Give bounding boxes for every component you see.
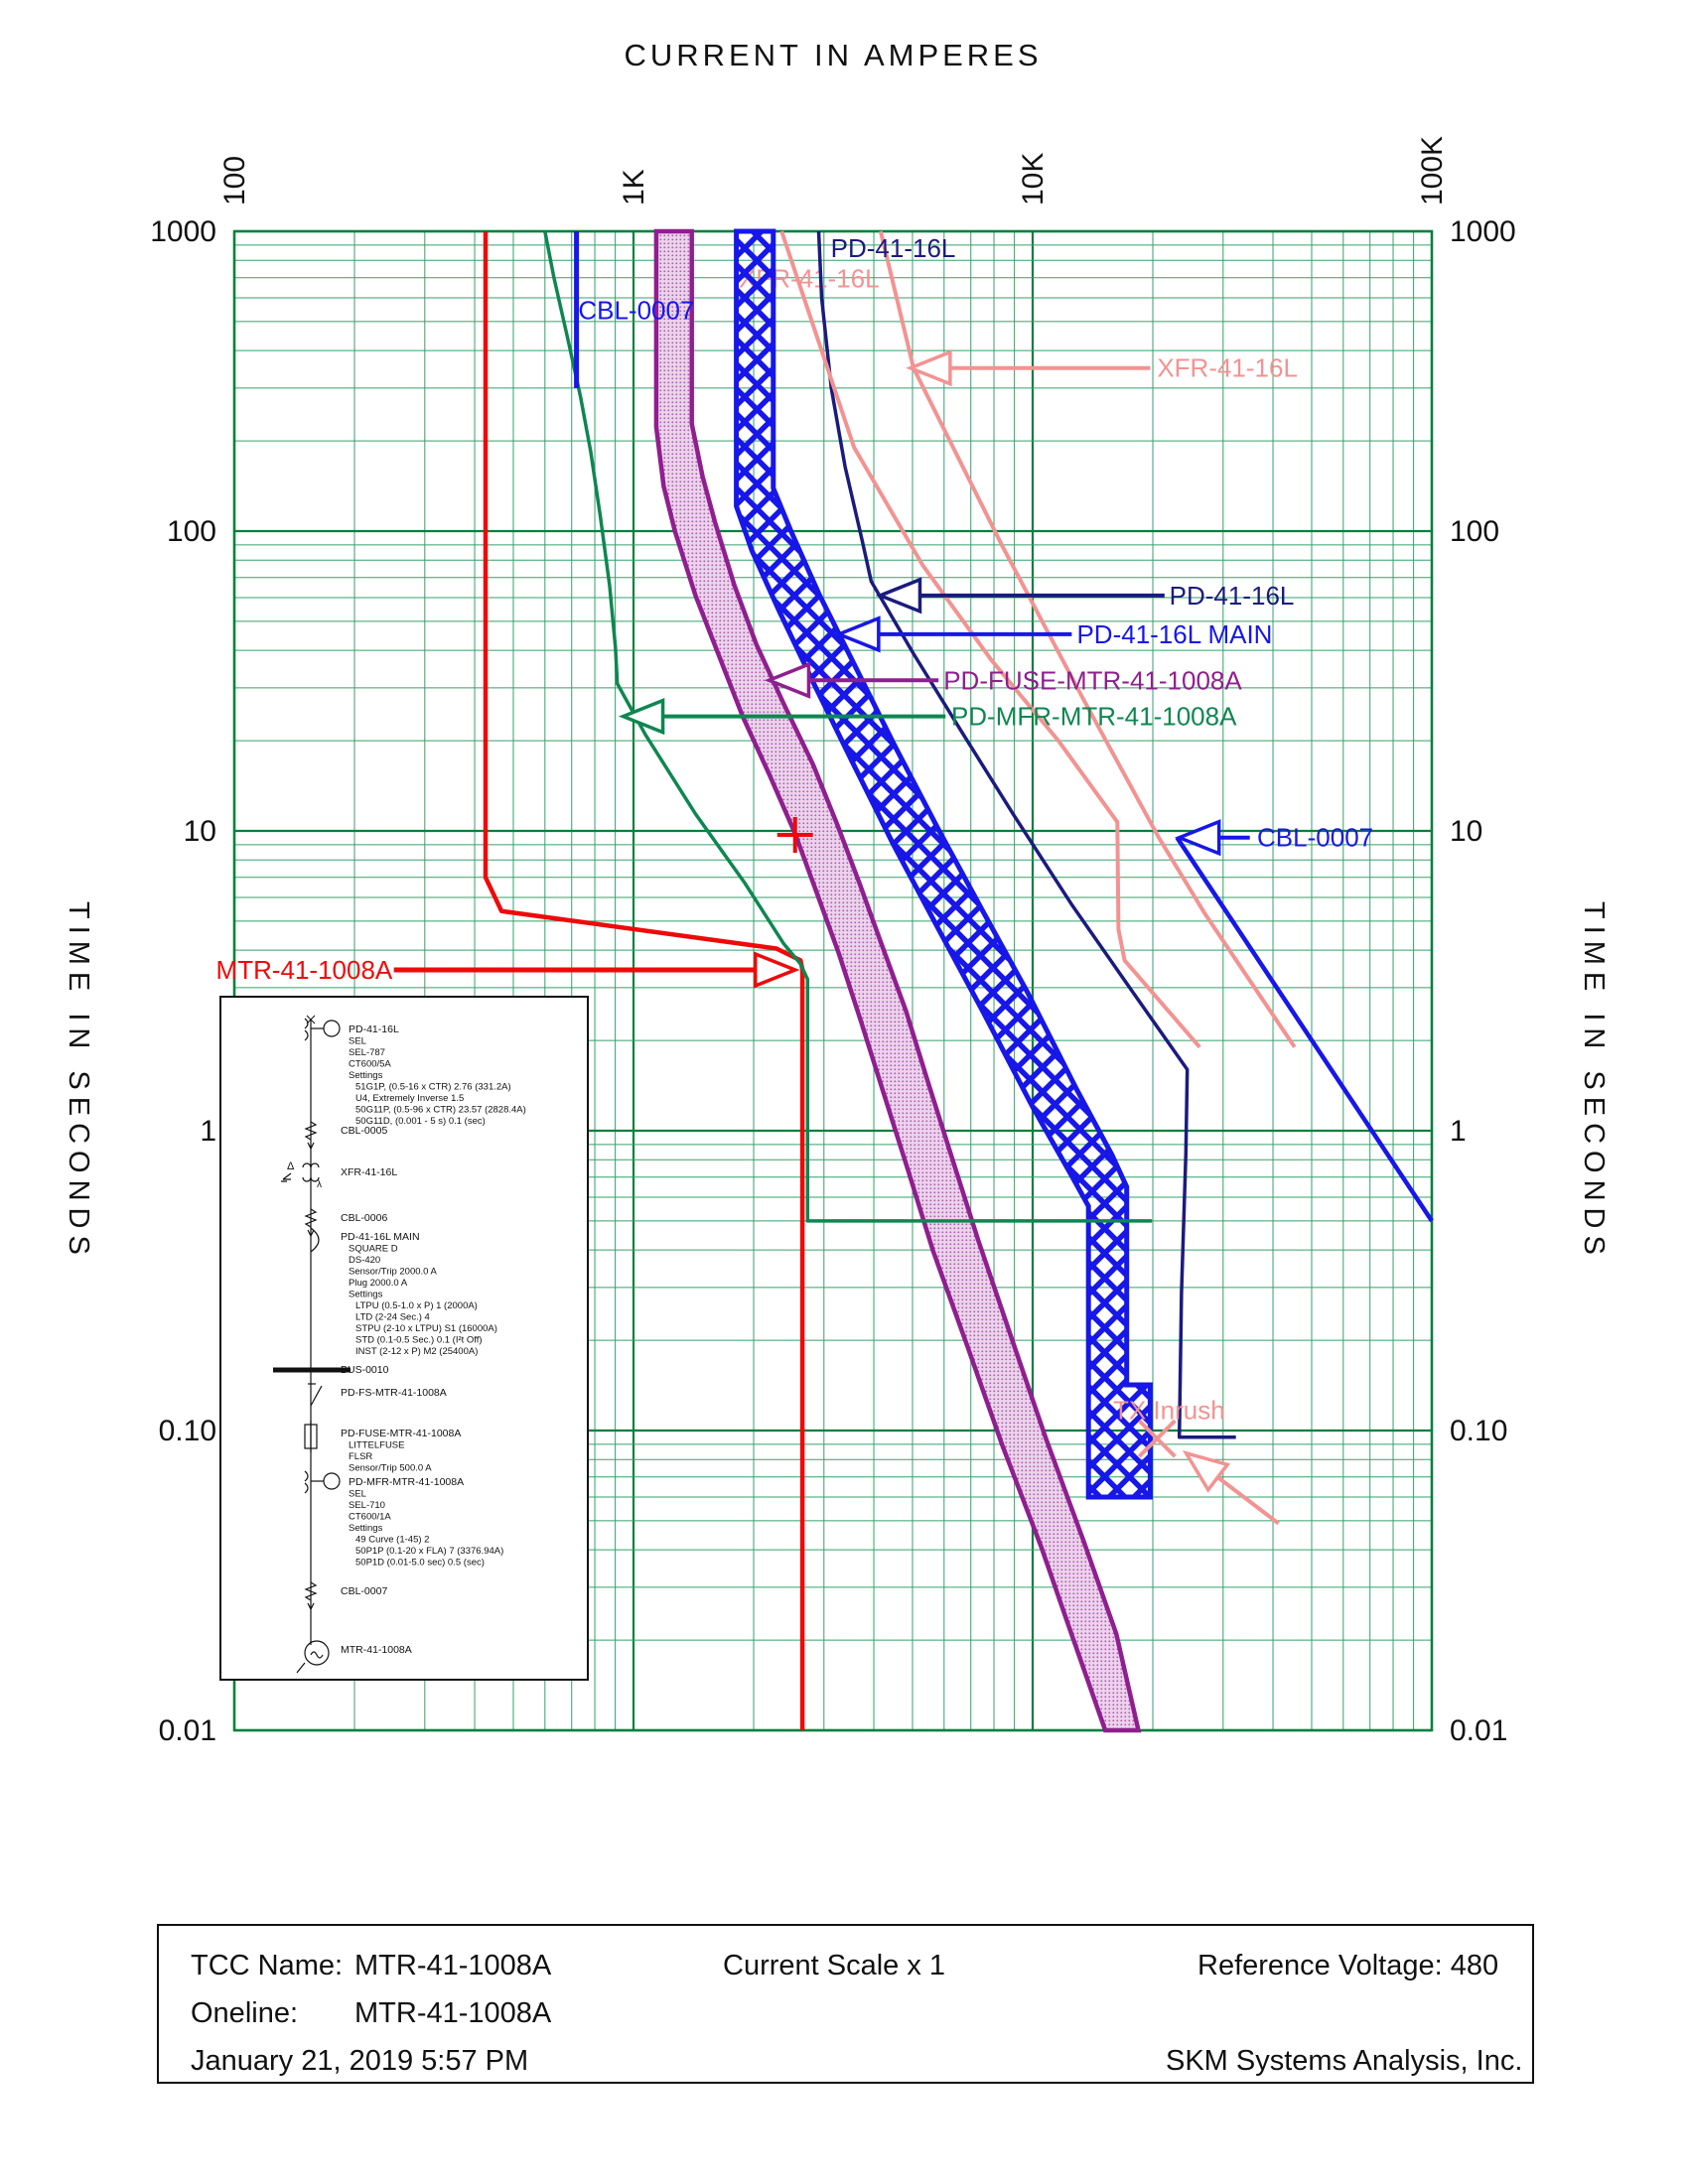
oneline-diagram: PD-41-16LSELSEL-787CT600/5ASettings51G1P…: [221, 998, 587, 1679]
inset-detail: Settings: [349, 1070, 383, 1081]
label-pd-41-16l-arrow: PD-41-16L: [1170, 581, 1295, 611]
label-pd-mfr-arrow: PD-MFR-MTR-41-1008A: [951, 702, 1237, 732]
inset-detail: 50G11P, (0.5-96 x CTR) 23.57 (2828.4A): [355, 1105, 526, 1116]
oneline-label: Oneline:: [191, 1997, 354, 2030]
inset-detail: SEL: [349, 1489, 366, 1500]
inset-detail: SEL: [349, 1036, 366, 1047]
svg-text:Δ: Δ: [287, 1160, 295, 1172]
inset-detail: Plug 2000.0 A: [349, 1278, 408, 1289]
inset-label: PD-FUSE-MTR-41-1008A: [341, 1428, 461, 1439]
label-mtr-arrow: MTR-41-1008A: [216, 955, 393, 985]
label-pd-fuse-arrow: PD-FUSE-MTR-41-1008A: [943, 665, 1242, 695]
label-xfr-41-16l-arrow: XFR-41-16L: [1157, 353, 1298, 383]
inset-label: BUS-0010: [341, 1364, 389, 1376]
inset-label: PD-41-16L MAIN: [341, 1231, 420, 1243]
y-tick-label-left: 1000: [150, 215, 216, 248]
label-cbl-0007-arrow: CBL-0007: [1257, 823, 1373, 853]
info-footer-box: TCC Name:MTR-41-1008A Oneline:MTR-41-100…: [157, 1924, 1534, 2084]
inset-detail: SEL-710: [349, 1500, 385, 1511]
datetime-text: January 21, 2019 5:57 PM: [191, 2045, 528, 2078]
x-tick-label: 100K: [1416, 136, 1449, 205]
inset-label: CBL-0005: [341, 1125, 387, 1137]
curve-PD-41-16L: [819, 231, 1236, 1437]
tcc-name-row: TCC Name:MTR-41-1008A: [191, 1950, 551, 1982]
svg-text:λ: λ: [317, 1179, 322, 1190]
inset-label: CBL-0007: [341, 1585, 387, 1597]
inset-label: PD-41-16L: [349, 1024, 399, 1035]
tcc-name-label: TCC Name:: [191, 1950, 354, 1982]
inset-detail: DS-420: [349, 1255, 380, 1266]
company-text: SKM Systems Analysis, Inc.: [1166, 2045, 1522, 2078]
inset-detail: 50P1D (0.01-5.0 sec) 0.5 (sec): [355, 1558, 485, 1569]
x-tick-label: 1K: [618, 169, 650, 205]
inset-detail: 51G1P, (0.5-16 x CTR) 2.76 (331.2A): [355, 1082, 511, 1093]
inset-label: MTR-41-1008A: [341, 1644, 412, 1656]
y-tick-label-left: 0.10: [159, 1415, 216, 1447]
inset-detail: CT600/5A: [349, 1059, 391, 1070]
inset-detail: SQUARE D: [349, 1244, 398, 1255]
inset-detail: STPU (2-10 x LTPU) S1 (16000A): [355, 1323, 497, 1334]
label-pd-41-16l-main-arrow: PD-41-16L MAIN: [1076, 619, 1272, 649]
inset-label: PD-FS-MTR-41-1008A: [341, 1387, 447, 1399]
inset-detail: 49 Curve (1-45) 2: [355, 1535, 429, 1546]
inset-detail: LITTELFUSE: [349, 1440, 405, 1451]
curves: [486, 231, 1432, 1730]
reference-voltage-text: Reference Voltage: 480: [1197, 1950, 1498, 1982]
inset-label: CBL-0006: [341, 1212, 387, 1224]
inset-detail: U4, Extremely Inverse 1.5: [355, 1093, 464, 1104]
bands: [656, 231, 1151, 1730]
y-tick-label-right: 100: [1450, 515, 1499, 548]
label-tx-inrush: TX Inrush: [1113, 1395, 1225, 1425]
tcc-plot-page: CURRENT IN AMPERES TIME IN SECONDS TIME …: [0, 0, 1688, 2184]
inset-label: PD-MFR-MTR-41-1008A: [349, 1476, 464, 1488]
oneline-row: Oneline:MTR-41-1008A: [191, 1997, 551, 2030]
oneline-inset-box: PD-41-16LSELSEL-787CT600/5ASettings51G1P…: [219, 996, 589, 1681]
x-tick-label: 100: [218, 156, 251, 205]
label-cbl-0007-top: CBL-0007: [578, 296, 694, 326]
inset-detail: SEL-787: [349, 1047, 385, 1058]
inset-detail: Settings: [349, 1290, 383, 1300]
label-pd-41-16l-top: PD-41-16L: [831, 233, 956, 263]
inset-detail: Settings: [349, 1523, 383, 1534]
inset-detail: Sensor/Trip 500.0 A: [349, 1463, 432, 1474]
inset-detail: LTPU (0.5-1.0 x P) 1 (2000A): [355, 1300, 478, 1311]
inset-label: XFR-41-16L: [341, 1166, 397, 1178]
y-tick-label-right: 10: [1450, 815, 1482, 848]
y-tick-label-left: 10: [184, 815, 216, 848]
inset-detail: FLSR: [349, 1451, 372, 1462]
y-tick-label-right: 0.10: [1450, 1415, 1507, 1447]
y-tick-label-left: 1: [200, 1115, 216, 1148]
band-PD-FUSE-MTR-41-1008A: [656, 231, 1139, 1730]
inset-detail: 50P1P (0.1-20 x FLA) 7 (3376.94A): [355, 1546, 503, 1557]
tcc-name-value: MTR-41-1008A: [354, 1950, 551, 1981]
inset-detail: INST (2-12 x P) M2 (25400A): [355, 1346, 478, 1357]
current-scale-text: Current Scale x 1: [723, 1950, 945, 1982]
y-tick-label-left: 100: [167, 515, 216, 548]
y-tick-label-right: 0.01: [1450, 1714, 1507, 1747]
y-tick-label-right: 1: [1450, 1115, 1467, 1148]
inset-detail: LTD (2-24 Sec.) 4: [355, 1312, 430, 1323]
inset-detail: STD (0.1-0.5 Sec.) 0.1 (I²t Off): [355, 1335, 483, 1346]
y-tick-label-right: 1000: [1450, 215, 1516, 248]
inset-detail: CT600/1A: [349, 1512, 391, 1523]
inset-detail: Sensor/Trip 2000.0 A: [349, 1267, 438, 1278]
x-tick-label: 10K: [1017, 153, 1050, 205]
band-PD-41-16L MAIN: [737, 231, 1151, 1497]
y-tick-label-left: 0.01: [159, 1714, 216, 1747]
oneline-value: MTR-41-1008A: [354, 1997, 551, 2029]
